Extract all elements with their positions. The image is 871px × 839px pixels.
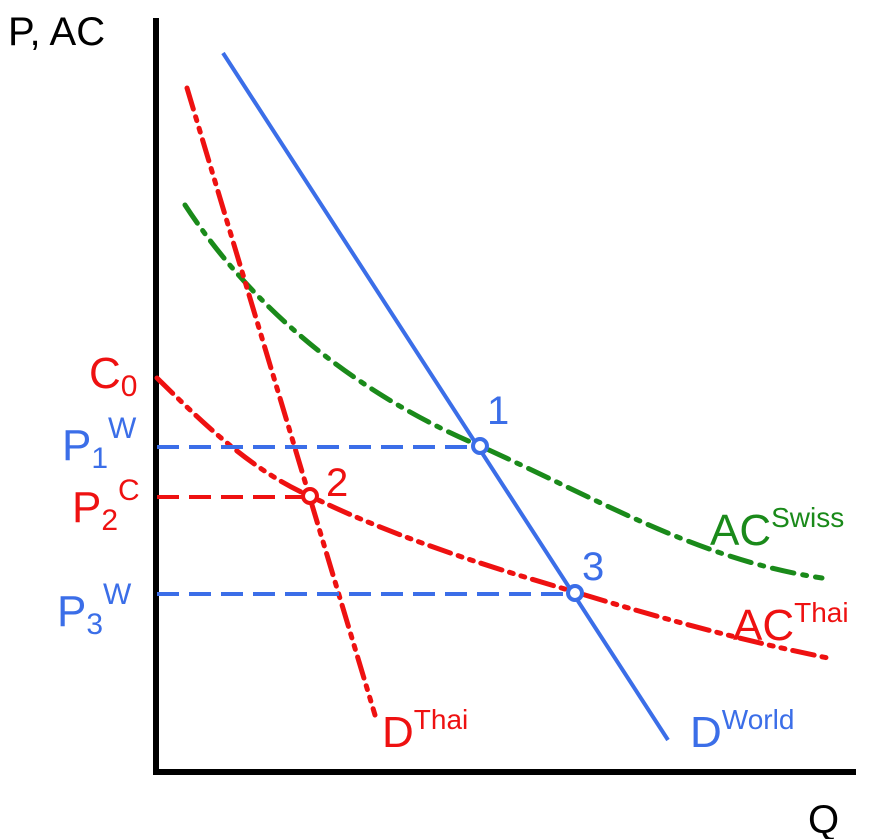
p1-w-label: P1W (62, 412, 137, 475)
point-2-marker (303, 489, 317, 503)
p3-w-label: P3W (57, 578, 132, 641)
point-3-marker (568, 586, 582, 600)
d-world-label: DWorld (690, 704, 794, 757)
c0-label: C0 (89, 349, 137, 403)
x-axis-label: Q (808, 798, 839, 839)
point-3-label: 3 (582, 545, 604, 589)
p2-c-label: P2C (72, 474, 140, 537)
point-1-marker (473, 439, 487, 453)
y-axis-label: P, AC (8, 10, 105, 54)
ac-swiss-label: ACSwiss (710, 502, 844, 555)
d-world-curve (223, 53, 668, 740)
point-1-label: 1 (487, 389, 509, 433)
point-2-label: 2 (326, 461, 348, 505)
ac-thai-label: ACThai (733, 597, 849, 650)
d-thai-curve (187, 88, 375, 715)
d-thai-label: DThai (382, 704, 468, 757)
